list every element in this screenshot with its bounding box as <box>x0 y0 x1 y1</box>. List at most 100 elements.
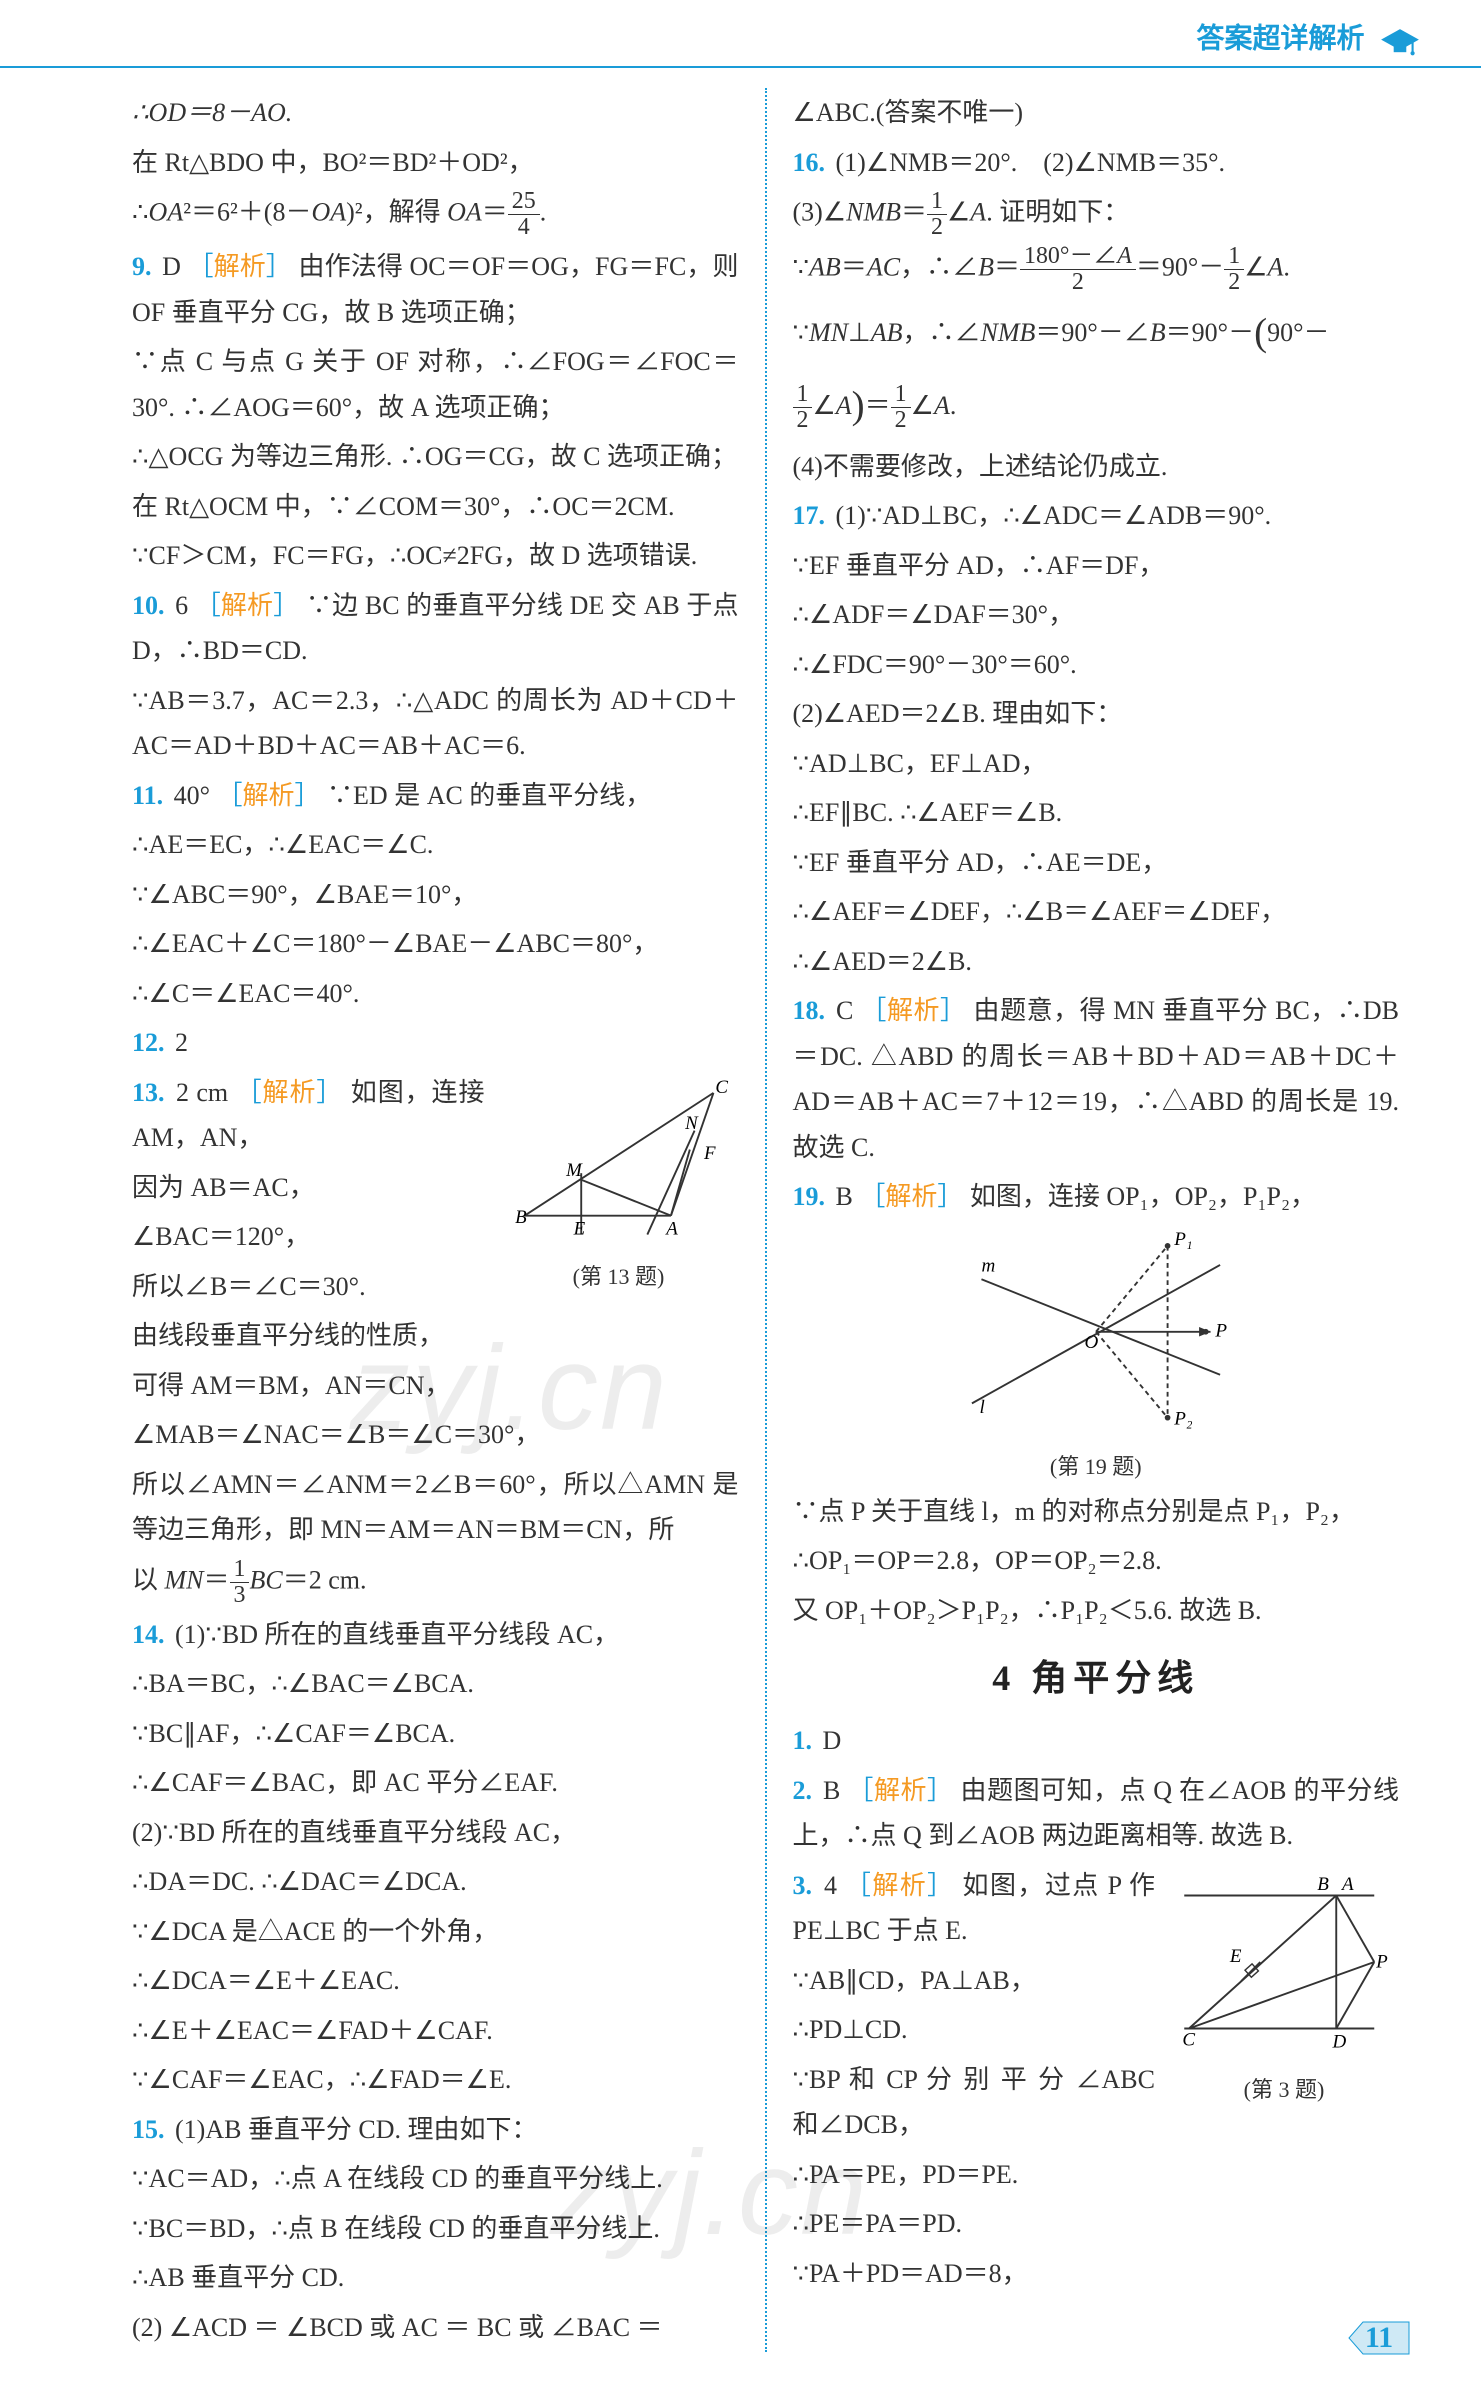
svg-text:N: N <box>684 1112 699 1133</box>
text-line: 可得 AM＝BM，AN＝CN， <box>132 1361 739 1411</box>
svg-text:D: D <box>1331 2031 1346 2052</box>
q14: 14. (1)∵BD 所在的直线垂直平分线段 AC， <box>132 1610 739 1660</box>
answer-value: 4 <box>824 1871 845 1900</box>
question-number: 3. <box>793 1871 813 1900</box>
text-line: ∵AC＝AD，∴点 A 在线段 CD 的垂直平分线上. <box>132 2154 739 2204</box>
question-number: 13. <box>132 1078 165 1107</box>
text-line: ∵BC∥AF，∴∠CAF＝∠BCA. <box>132 1709 739 1759</box>
text-line: ∴∠EAC＋∠C＝180°－∠BAE－∠ABC＝80°， <box>132 919 739 969</box>
right-column: ∠ABC.(答案不唯一) 16. (1)∠NMB＝20°. (2)∠NMB＝35… <box>771 88 1422 2352</box>
figure-caption: (第 19 题) <box>793 1448 1400 1487</box>
text-line: ∵BC＝BD，∴点 B 在线段 CD 的垂直平分线上. <box>132 2204 739 2254</box>
text-line: ∵点 C 与点 G 关于 OF 对称，∴∠FOG＝∠FOC＝30°. ∴∠AOG… <box>132 337 739 432</box>
text-line: ∴∠FDC＝90°－30°＝60°. <box>793 640 1400 690</box>
text-line: ∵AB＝3.7，AC＝2.3，∴△ADC 的周长为 AD＋CD＋AC＝AD＋BD… <box>132 676 739 771</box>
text-line: ∵CF＞CM，FC＝FG，∴OC≠2FG，故 D 选项错误. <box>132 531 739 581</box>
figure-q3: B A C D P E (第 3 题) <box>1169 1867 1399 2110</box>
bracket-open: ［ <box>188 252 214 281</box>
text-line: ∵EF 垂直平分 AD，∴AF＝DF， <box>793 541 1400 591</box>
text-line: (2)∵BD 所在的直线垂直平分线段 AC， <box>132 1808 739 1858</box>
text-line: (3)∠NMB＝12∠A. 证明如下： <box>793 187 1400 242</box>
text-line: ∴∠AED＝2∠B. <box>793 937 1400 987</box>
svg-text:P₂: P₂ <box>1173 1408 1193 1429</box>
text-line: ∴AB 垂直平分 CD. <box>132 2253 739 2303</box>
question-number: 2. <box>793 1776 813 1805</box>
svg-text:C: C <box>715 1077 728 1098</box>
s2-q3-block: B A C D P E (第 3 题) 3. 4 ［解析］ 如图，过点 P 作 … <box>793 1861 1400 2299</box>
text-line: ∴∠ADF＝∠DAF＝30°， <box>793 590 1400 640</box>
text-line: 又 OP₁＋OP₂＞P₁P₂，∴P₁P₂＜5.6. 故选 B. <box>793 1586 1400 1636</box>
q18: 18. C ［解析］ 由题意，得 MN 垂直平分 BC，∴DB＝DC. △ABD… <box>793 986 1400 1172</box>
figure-q13: B A C E M N F (第 13 题) <box>499 1074 739 1297</box>
text-line: (2) ∠ACD ＝ ∠BCD 或 AC ＝ BC 或 ∠BAC ＝ <box>132 2303 739 2353</box>
s2-q1: 1. D <box>793 1716 1400 1766</box>
text-line: ∴EF∥BC. ∴∠AEF＝∠B. <box>793 788 1400 838</box>
q10: 10. 6 ［解析］ ∵边 BC 的垂直平分线 DE 交 AB 于点 D，∴BD… <box>132 581 739 676</box>
question-number: 1. <box>793 1726 813 1755</box>
text-line: 所以∠AMN＝∠ANM＝2∠B＝60°，所以△AMN 是等边三角形，即 MN＝A… <box>132 1460 739 1555</box>
question-number: 17. <box>793 501 826 530</box>
text-line: ∴PE＝PA＝PD. <box>793 2199 1400 2249</box>
svg-text:P₁: P₁ <box>1173 1229 1192 1250</box>
text-line: ∴∠CAF＝∠BAC，即 AC 平分∠EAF. <box>132 1758 739 1808</box>
text-line: 在 Rt△OCM 中，∵∠COM＝30°，∴OC＝2CM. <box>132 482 739 532</box>
text-line: ∴∠C＝∠EAC＝40°. <box>132 969 739 1019</box>
answer-value: 2 cm <box>176 1078 236 1107</box>
text-line: ∴△OCG 为等边三角形. ∴OG＝CG，故 C 选项正确； <box>132 432 739 482</box>
text-line: ∴AE＝EC，∴∠EAC＝∠C. <box>132 820 739 870</box>
answer-letter: D <box>823 1726 842 1755</box>
text-line: ∵AB＝AC，∴∠B＝180°－∠A2＝90°－12∠A. <box>793 242 1400 297</box>
column-divider <box>765 88 767 2352</box>
text-line: 由线段垂直平分线的性质， <box>132 1311 739 1361</box>
text-line: ∴BA＝BC，∴∠BAC＝∠BCA. <box>132 1659 739 1709</box>
text-line: ∵AD⊥BC，EF⊥AD， <box>793 739 1400 789</box>
question-number: 19. <box>793 1182 826 1211</box>
q16: 16. (1)∠NMB＝20°. (2)∠NMB＝35°. <box>793 138 1400 188</box>
answer-value: 40° <box>174 781 217 810</box>
answer-letter: C <box>836 996 860 1025</box>
text-line: 在 Rt△BDO 中，BO²＝BD²＋OD²， <box>132 138 739 188</box>
answer-value: 6 <box>175 591 195 620</box>
bracket-close: ］ <box>266 252 292 281</box>
svg-text:B: B <box>1317 1874 1329 1895</box>
answer-value: 2 <box>175 1028 188 1057</box>
text-line: ∴OP₁＝OP＝2.8，OP＝OP₂＝2.8. <box>793 1536 1400 1586</box>
left-column: ∴OD＝8－AO. 在 Rt△BDO 中，BO²＝BD²＋OD²， ∴OA²＝6… <box>110 88 761 2352</box>
answer-letter: B <box>823 1776 847 1805</box>
figure-q19: m l O P P₁ P₂ (第 19 题) <box>793 1222 1400 1487</box>
question-number: 11. <box>132 781 163 810</box>
text-line: ∴DA＝DC. ∴∠DAC＝∠DCA. <box>132 1857 739 1907</box>
text-line: ∠MAB＝∠NAC＝∠B＝∠C＝30°， <box>132 1410 739 1460</box>
question-number: 10. <box>132 591 165 620</box>
text-line: (4)不需要修改，上述结论仍成立. <box>793 442 1400 492</box>
page-number-badge: 11 <box>1347 2314 1411 2362</box>
answer-letter: B <box>836 1182 860 1211</box>
text-line: ∵EF 垂直平分 AD，∴AE＝DE， <box>793 838 1400 888</box>
s2-q2: 2. B ［解析］ 由题图可知，点 Q 在∠AOB 的平分线上，∴点 Q 到∠A… <box>793 1766 1400 1861</box>
analysis-label: 解析 <box>214 252 266 281</box>
figure-caption: (第 3 题) <box>1169 2071 1399 2110</box>
text-line: ∴∠DCA＝∠E＋∠EAC. <box>132 1956 739 2006</box>
question-number: 12. <box>132 1028 165 1057</box>
q13-block: B A C E M N F (第 13 题) 13. 2 cm ［解析］ 如图，… <box>132 1068 739 1460</box>
svg-text:m: m <box>981 1256 995 1277</box>
q15: 15. (1)AB 垂直平分 CD. 理由如下： <box>132 2105 739 2155</box>
text-line: ∵MN⊥AB，∴∠NMB＝90°－∠B＝90°－(90°－ <box>793 297 1400 369</box>
svg-text:P: P <box>1375 1952 1388 1973</box>
svg-text:A: A <box>1340 1874 1354 1895</box>
text-line: ∠ABC.(答案不唯一) <box>793 88 1400 138</box>
svg-text:M: M <box>565 1160 583 1181</box>
text-line: (2)∠AED＝2∠B. 理由如下： <box>793 689 1400 739</box>
text-line: 12∠A)＝12∠A. <box>793 370 1400 442</box>
svg-text:C: C <box>1182 2030 1195 2051</box>
q19: 19. B ［解析］ 如图，连接 OP₁，OP₂，P₁P₂， <box>793 1172 1400 1222</box>
svg-text:O: O <box>1084 1332 1098 1353</box>
question-number: 14. <box>132 1620 165 1649</box>
svg-text:F: F <box>703 1143 716 1164</box>
question-number: 15. <box>132 2115 165 2144</box>
svg-text:A: A <box>664 1218 678 1239</box>
text-line: ∵PA＋PD＝AD＝8， <box>793 2249 1400 2299</box>
text-line: ∵∠ABC＝90°，∠BAE＝10°， <box>132 870 739 920</box>
text-line: ∵点 P 关于直线 l，m 的对称点分别是点 P₁，P₂， <box>793 1487 1400 1537</box>
question-number: 16. <box>793 148 826 177</box>
